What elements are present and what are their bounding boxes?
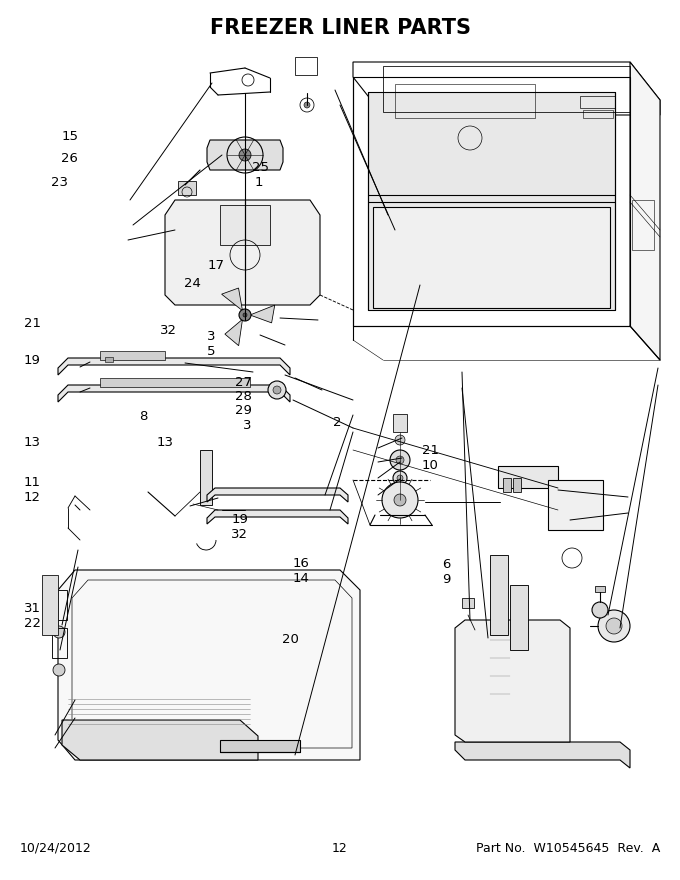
Circle shape [53, 626, 65, 638]
Polygon shape [207, 140, 283, 170]
Polygon shape [368, 92, 615, 310]
Bar [510, 585, 528, 650]
Text: 20: 20 [282, 634, 299, 646]
Text: 19: 19 [24, 355, 41, 367]
Circle shape [592, 602, 608, 618]
Circle shape [397, 475, 403, 481]
Circle shape [394, 494, 406, 506]
Circle shape [273, 386, 281, 394]
Bar [490, 555, 508, 635]
Bar [580, 96, 615, 108]
Bar [52, 590, 67, 620]
Polygon shape [455, 742, 630, 768]
Bar [513, 478, 521, 492]
Bar [383, 66, 630, 112]
Text: 10: 10 [422, 459, 439, 472]
Bar [498, 466, 558, 488]
Text: 31: 31 [24, 603, 41, 615]
Text: 23: 23 [51, 176, 68, 188]
Text: 13: 13 [156, 436, 173, 449]
Circle shape [396, 456, 404, 464]
Circle shape [382, 482, 418, 518]
Bar [393, 414, 407, 432]
Text: 16: 16 [292, 557, 309, 569]
Text: 32: 32 [231, 528, 248, 540]
Circle shape [606, 618, 622, 634]
Bar [100, 378, 250, 387]
Polygon shape [207, 488, 348, 502]
Bar [503, 478, 511, 492]
Bar [395, 84, 535, 118]
Bar [100, 351, 165, 360]
Text: 25: 25 [252, 161, 269, 173]
Polygon shape [225, 319, 243, 346]
Text: 26: 26 [61, 152, 78, 165]
Text: 22: 22 [24, 618, 41, 630]
Polygon shape [455, 620, 570, 742]
Bar [52, 628, 67, 658]
Text: 5: 5 [207, 345, 216, 357]
Bar [632, 200, 654, 250]
Text: 11: 11 [24, 476, 41, 488]
Text: 24: 24 [184, 277, 201, 290]
Text: 19: 19 [231, 513, 248, 525]
Circle shape [239, 309, 251, 321]
Text: 28: 28 [235, 391, 252, 403]
Bar [105, 357, 113, 362]
Circle shape [395, 435, 405, 445]
Bar [220, 205, 270, 245]
Text: 27: 27 [235, 377, 252, 389]
Text: 29: 29 [235, 405, 252, 417]
Circle shape [393, 471, 407, 485]
Circle shape [53, 664, 65, 676]
Polygon shape [62, 720, 258, 760]
Circle shape [598, 610, 630, 642]
Text: 12: 12 [332, 841, 348, 854]
Text: 10/24/2012: 10/24/2012 [20, 841, 92, 854]
Text: 12: 12 [24, 491, 41, 503]
Text: 6: 6 [442, 559, 450, 571]
Circle shape [268, 381, 286, 399]
Bar [42, 575, 58, 635]
Text: 13: 13 [24, 436, 41, 449]
Text: 8: 8 [139, 410, 148, 422]
Bar [548, 480, 603, 530]
Bar [200, 450, 212, 505]
Polygon shape [207, 510, 348, 524]
Polygon shape [165, 200, 320, 305]
Circle shape [243, 313, 247, 317]
Circle shape [390, 450, 410, 470]
Text: 3: 3 [243, 419, 252, 431]
Bar [220, 740, 300, 752]
Text: 3: 3 [207, 330, 216, 342]
Text: 14: 14 [292, 572, 309, 584]
Polygon shape [250, 305, 275, 323]
Bar [462, 598, 474, 608]
Text: 21: 21 [422, 444, 439, 457]
Text: 17: 17 [207, 260, 224, 272]
Polygon shape [58, 385, 290, 402]
Circle shape [239, 149, 251, 161]
Text: FREEZER LINER PARTS: FREEZER LINER PARTS [209, 18, 471, 38]
Text: Part No.  W10545645  Rev.  A: Part No. W10545645 Rev. A [476, 841, 660, 854]
Text: 32: 32 [160, 324, 177, 336]
Text: 21: 21 [24, 318, 41, 330]
Polygon shape [58, 570, 360, 760]
Bar [583, 110, 613, 118]
Bar [295, 57, 317, 75]
Polygon shape [630, 62, 660, 360]
Circle shape [304, 102, 310, 108]
Text: 15: 15 [61, 130, 78, 143]
Polygon shape [58, 358, 290, 375]
Polygon shape [222, 288, 243, 311]
Text: 9: 9 [442, 574, 450, 586]
Bar [595, 586, 605, 592]
Bar [178, 181, 196, 195]
Text: 2: 2 [333, 416, 341, 429]
Text: 1: 1 [255, 176, 264, 188]
Polygon shape [373, 207, 610, 308]
